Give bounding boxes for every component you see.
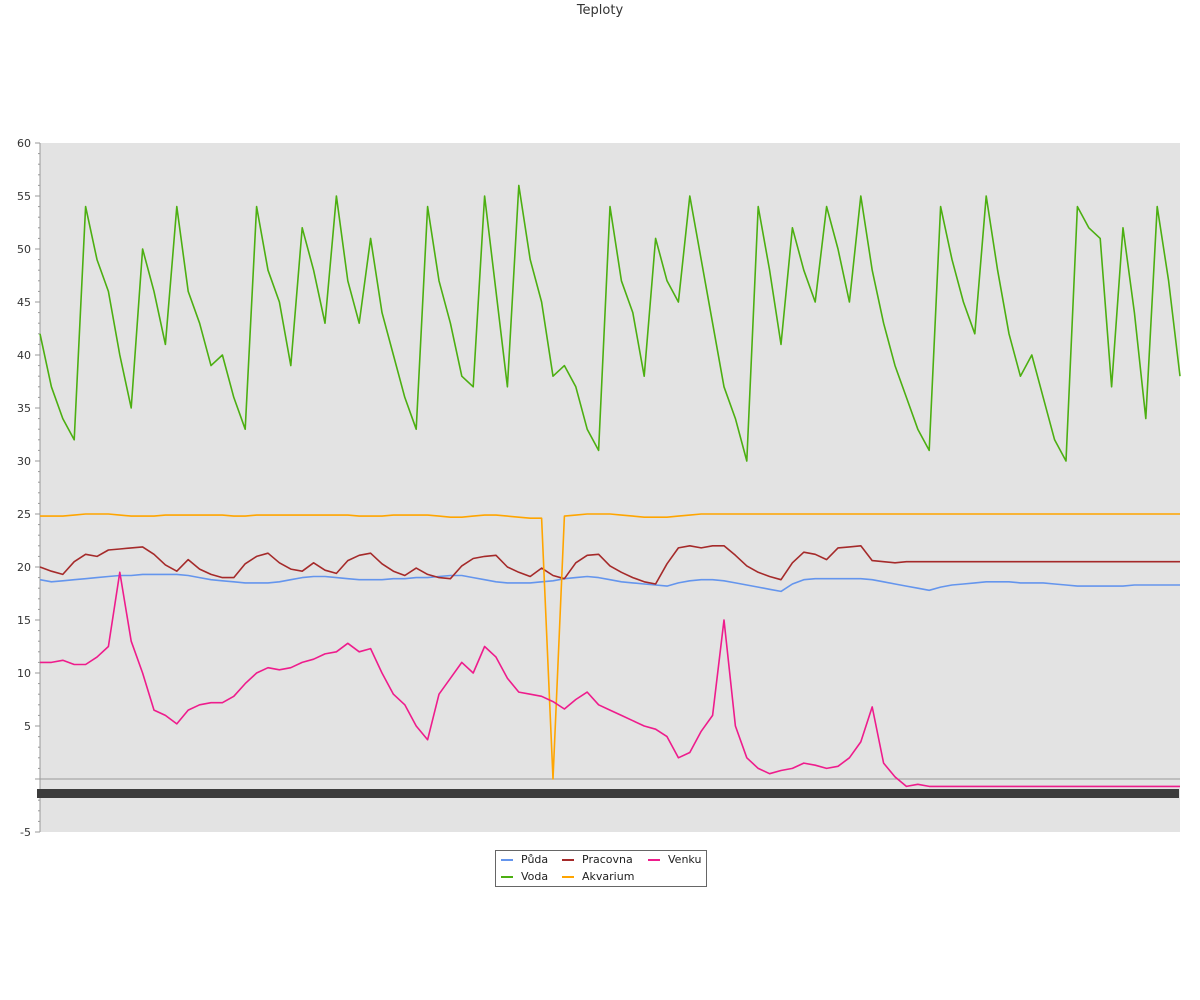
legend: Půda Voda Pracovna Akvarium Venku [495, 850, 707, 887]
legend-swatch [562, 875, 574, 878]
series-line-akvarium [40, 513, 1180, 780]
y-tick-label: 55 [17, 190, 31, 203]
y-tick-label: 5 [24, 720, 31, 733]
y-tick-label: 15 [17, 614, 31, 627]
y-tick-label: 25 [17, 508, 31, 521]
legend-item-akvarium: Akvarium [562, 870, 634, 883]
legend-swatch [562, 858, 574, 861]
legend-item-puda: Půda [501, 853, 548, 866]
legend-label: Voda [521, 870, 549, 883]
y-tick-label: -5 [20, 826, 31, 839]
legend-item-voda: Voda [501, 870, 548, 883]
y-tick-label: 35 [17, 402, 31, 415]
series-line-voda [39, 184, 1181, 462]
plot-area [40, 143, 1180, 832]
y-tick-label: 30 [17, 455, 31, 468]
legend-swatch [501, 875, 513, 878]
y-tick-label: 60 [17, 137, 31, 150]
legend-swatch [648, 858, 660, 861]
y-tick-label: 40 [17, 349, 31, 362]
series-line-pracovna [39, 544, 1180, 585]
legend-item-venku: Venku [648, 853, 701, 866]
legend-label: Venku [668, 853, 702, 866]
chart-title: Teploty [576, 3, 624, 18]
series-line-půda [39, 573, 1180, 593]
y-tick-label: 10 [17, 667, 31, 680]
x-tick-labels-overlap [37, 789, 1179, 798]
legend-item-pracovna: Pracovna [562, 853, 633, 866]
y-tick-label: 50 [17, 243, 31, 256]
y-tick-label: 20 [17, 561, 31, 574]
y-tick-label: 45 [17, 296, 31, 309]
legend-label: Akvarium [582, 870, 635, 883]
legend-label: Pracovna [582, 853, 633, 866]
legend-label: Půda [521, 853, 549, 866]
series-line-venku [40, 571, 1180, 788]
legend-swatch [501, 858, 513, 861]
